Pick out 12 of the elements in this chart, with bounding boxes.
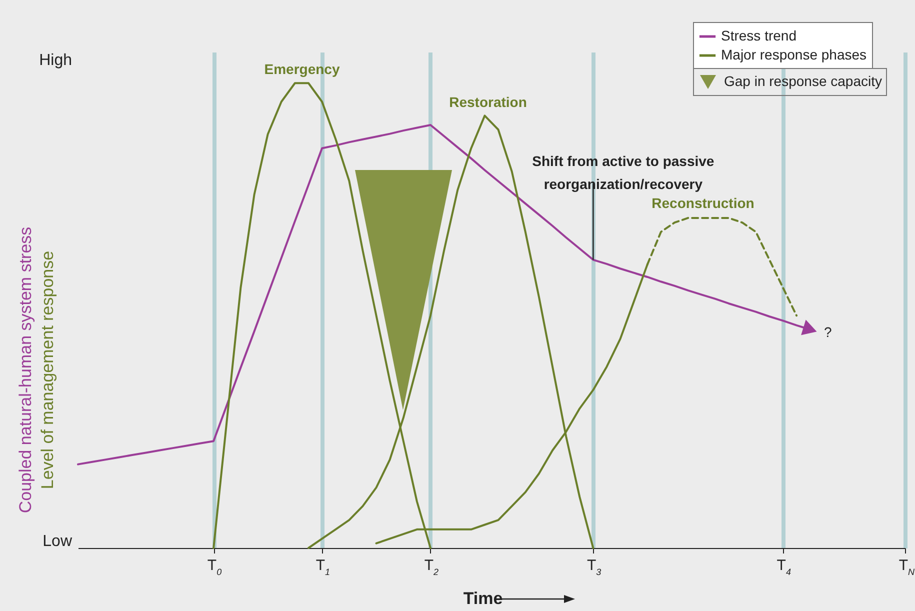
annotation: ?: [824, 324, 832, 340]
annotation: Restoration: [449, 94, 527, 110]
legend-label: Stress trend: [721, 28, 796, 44]
text: High: [39, 52, 72, 69]
annotation: Reconstruction: [652, 195, 754, 211]
y-axis-title: Coupled natural-human system stress Level of management response: [16, 226, 57, 514]
text: Low: [42, 533, 72, 550]
legend-label: Major response phases: [721, 46, 867, 62]
annotation: Gap in response capacity: [724, 73, 882, 89]
x-axis-title: Time: [463, 589, 503, 608]
text: Emergency: [264, 61, 340, 77]
annotation: Shift from active to passive reorganization/recovery: [532, 152, 714, 192]
